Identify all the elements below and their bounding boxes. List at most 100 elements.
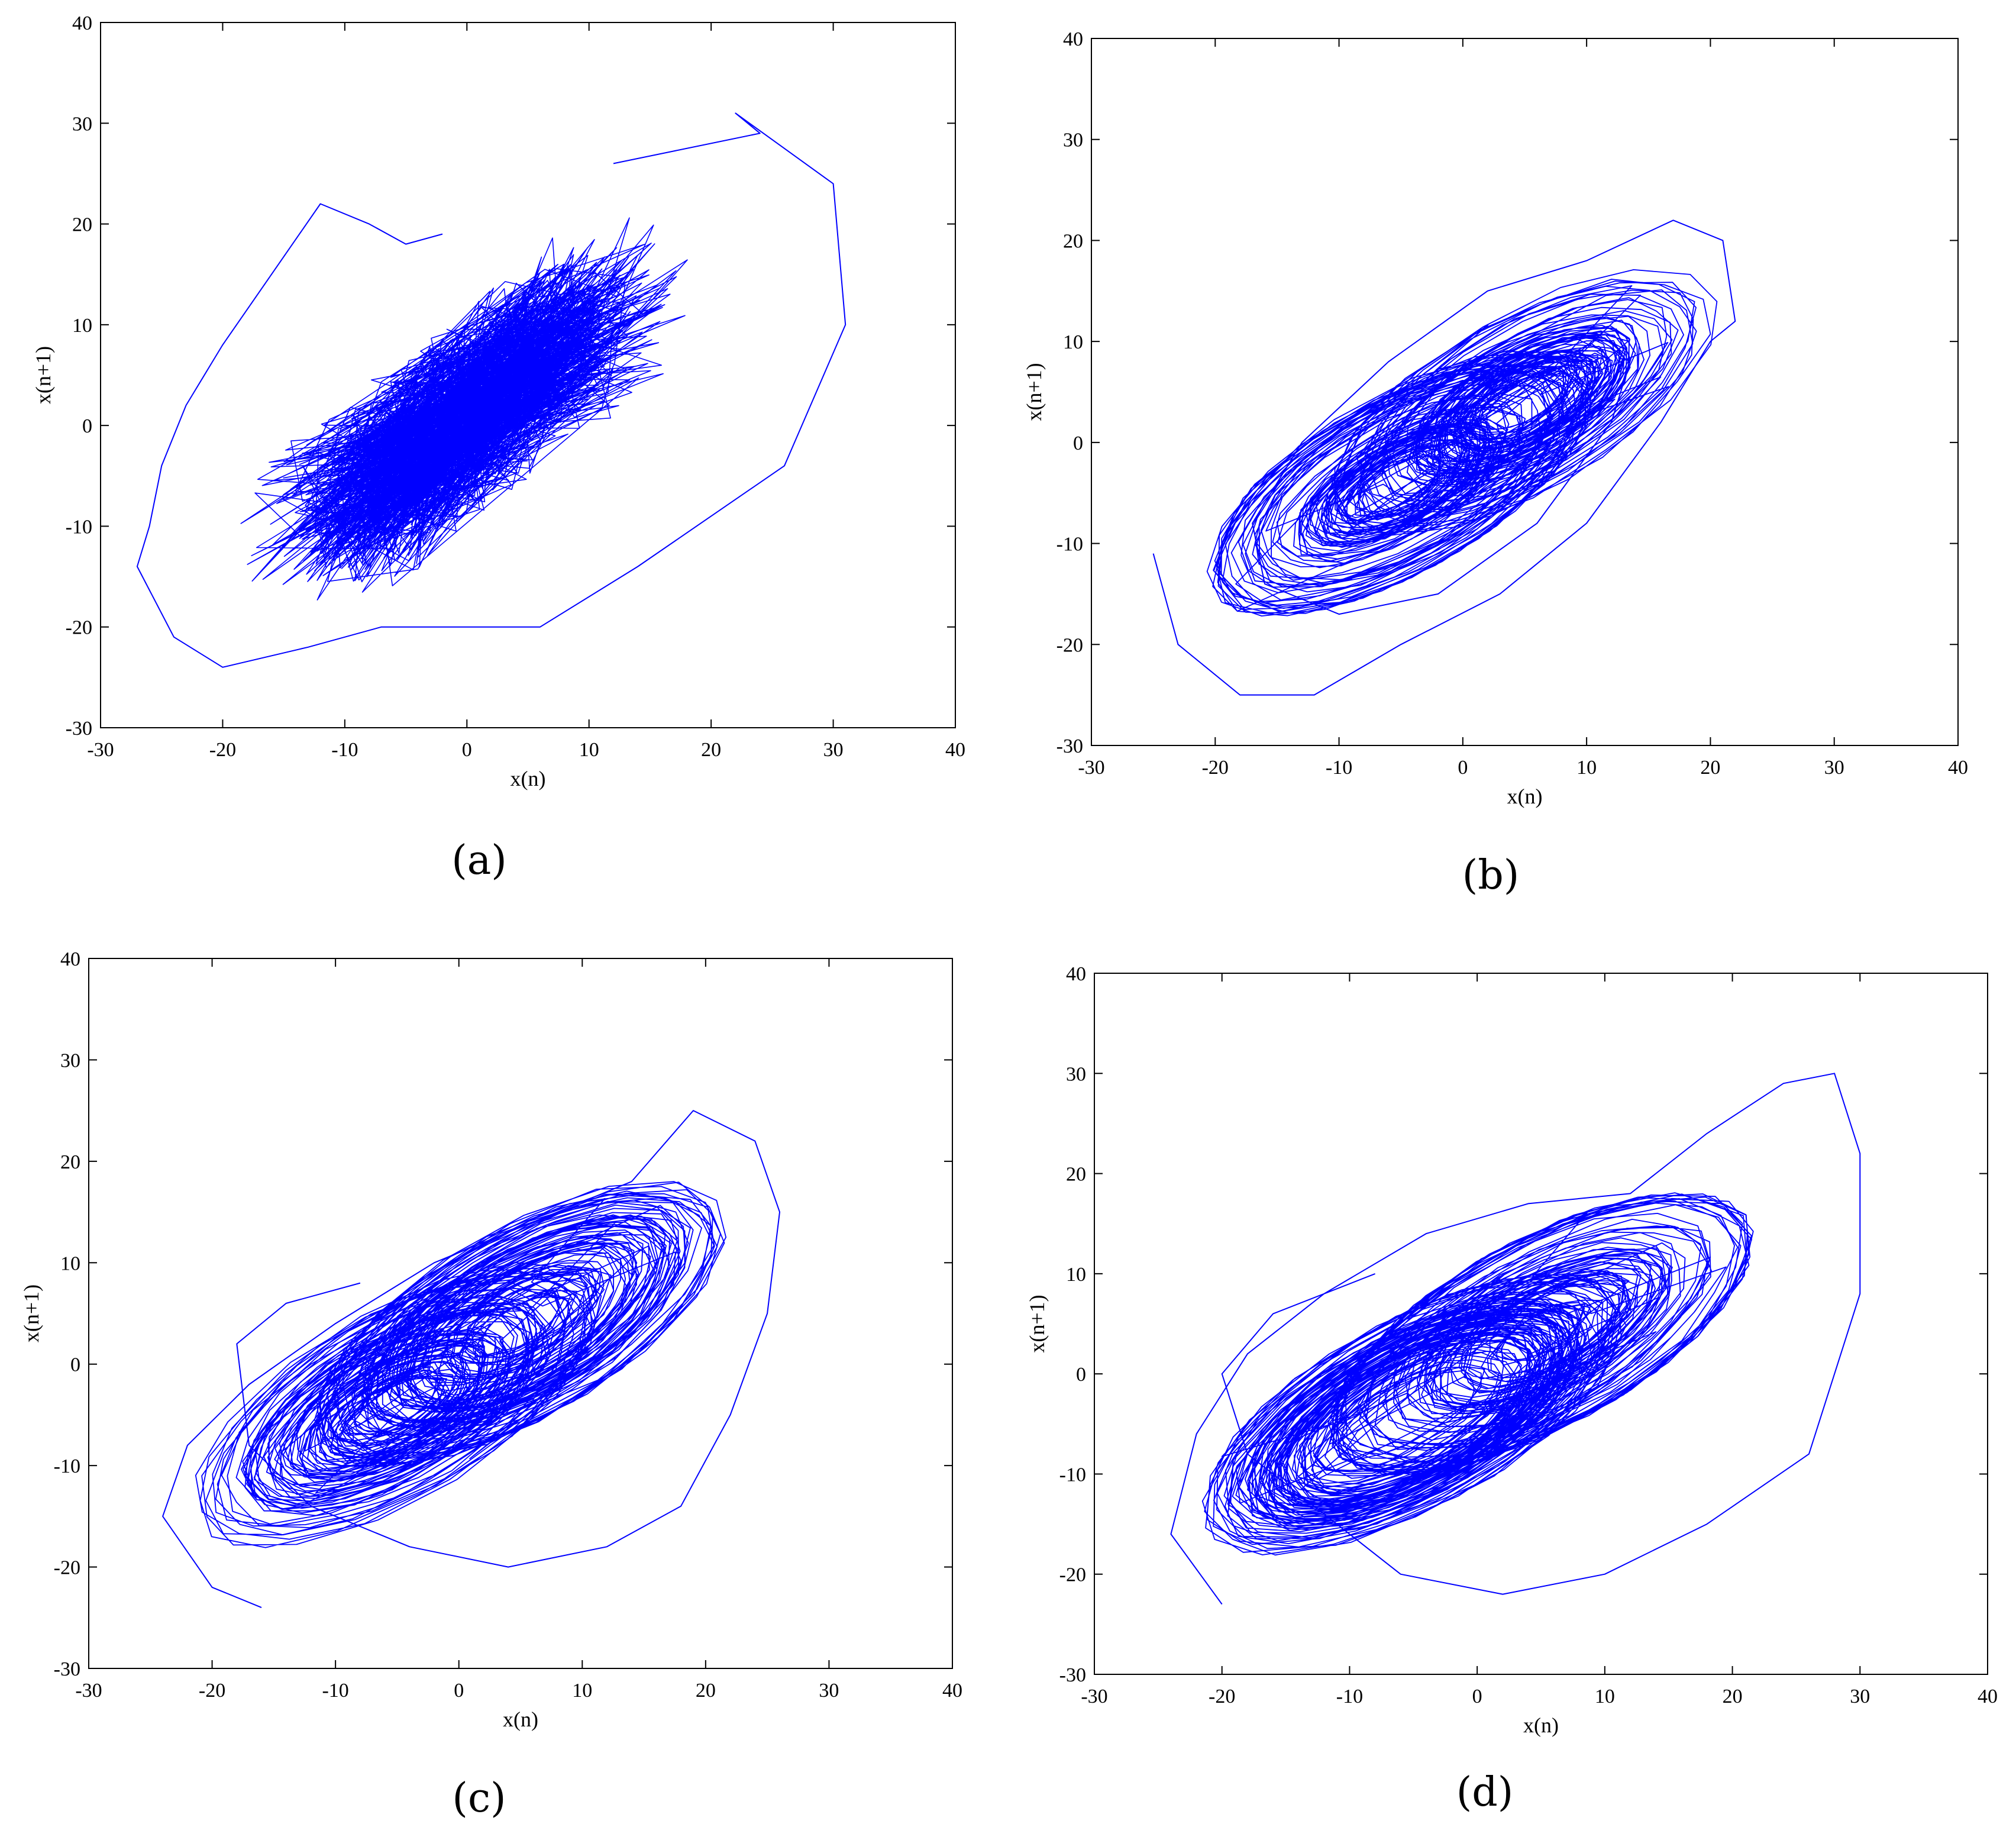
x-tick-label: 30	[1850, 1686, 1870, 1707]
x-axis-label: x(n)	[1523, 1713, 1559, 1737]
x-tick-label: 30	[823, 739, 844, 761]
y-tick-label: 10	[60, 1253, 80, 1274]
plot-frame	[100, 22, 956, 728]
y-tick-label: -20	[1057, 634, 1083, 656]
x-tick-label: 40	[945, 739, 965, 761]
x-tick-label: 0	[1458, 757, 1468, 779]
y-tick-label: 20	[1063, 230, 1083, 252]
x-tick-label: 40	[1948, 757, 1968, 779]
x-tick-label: 20	[1700, 757, 1720, 779]
x-tick-label: 30	[819, 1680, 839, 1702]
caption-b: (b)	[1462, 852, 1520, 899]
trajectory-outer	[1170, 1073, 1861, 1605]
y-tick-label: 0	[1073, 432, 1083, 454]
chart-panel-c: -30 -20 -10 0 10 20 30 40 -30 -20 -10 0 10 20 30 40 x(n)…	[18, 947, 976, 1739]
trajectory-outer	[162, 1110, 780, 1609]
y-tick-label: 40	[1066, 963, 1086, 985]
x-tick-label: -20	[1209, 1686, 1235, 1707]
trajectory-dense	[1201, 1192, 1754, 1556]
y-tick-label: -10	[1059, 1464, 1086, 1486]
y-axis-label: x(n+1)	[1022, 363, 1046, 421]
x-tick-label: -30	[1081, 1686, 1107, 1707]
y-tick-label: 10	[1063, 331, 1083, 353]
y-tick-label: -10	[66, 516, 92, 538]
chart-panel-a: -30 -20 -10 0 10 20 30 40 -30 -20 -10 0 10 20 30 40 x(n)…	[30, 12, 965, 793]
trajectory-outer	[1152, 219, 1736, 696]
x-tick-label: 40	[942, 1680, 962, 1702]
x-tick-label: 0	[462, 739, 472, 761]
x-axis-label: x(n)	[511, 767, 546, 790]
trajectory-outer	[136, 112, 847, 668]
y-axis-label: x(n+1)	[31, 346, 55, 404]
y-tick-label: -20	[54, 1557, 80, 1579]
x-tick-label: -20	[1202, 757, 1229, 779]
chart-panel-d: -30 -20 -10 0 10 20 30 40 -30 -20 -10 0 10 20 30 40 x(n)…	[1025, 958, 1999, 1745]
y-tick-label: 30	[1066, 1063, 1086, 1085]
x-tick-label: 10	[579, 739, 599, 761]
y-tick-label: 20	[60, 1151, 80, 1173]
x-tick-label: 20	[701, 739, 721, 761]
y-tick-label: -20	[1059, 1564, 1086, 1586]
x-tick-label: 10	[572, 1680, 592, 1702]
chart-c-svg: -30 -20 -10 0 10 20 30 40 -30 -20 -10 0 10 20 30 40 x(n)…	[20, 948, 962, 1731]
y-tick-label: 0	[70, 1354, 80, 1376]
x-tick-label: -30	[1078, 757, 1104, 779]
y-tick-label: 0	[82, 415, 92, 437]
y-tick-label: 30	[72, 113, 92, 135]
y-tick-label: 0	[1076, 1364, 1086, 1386]
chart-panel-b: -30 -20 -10 0 10 20 30 40 -30 -20 -10 0 10 20 30 40 x(n)…	[1022, 24, 1976, 816]
x-tick-label: 20	[1723, 1686, 1743, 1707]
x-tick-label: 40	[1978, 1686, 1998, 1707]
x-tick-label: -10	[331, 739, 358, 761]
y-tick-label: 30	[1063, 130, 1083, 151]
x-tick-label: 0	[1472, 1686, 1482, 1707]
trajectory-dense	[1206, 269, 1718, 616]
plot-frame	[1091, 38, 1959, 746]
plot-frame	[1094, 973, 1988, 1675]
y-tick-label: -30	[54, 1658, 80, 1680]
x-tick-label: 10	[1595, 1686, 1615, 1707]
y-axis-label: x(n+1)	[20, 1284, 43, 1342]
x-tick-label: 10	[1576, 757, 1597, 779]
y-tick-label: 10	[1066, 1264, 1086, 1286]
trajectory-dense	[195, 1181, 727, 1548]
series-group	[1170, 1073, 1861, 1605]
y-tick-label: 30	[60, 1050, 80, 1071]
y-tick-label: 40	[60, 948, 80, 970]
x-tick-label: 20	[696, 1680, 716, 1702]
y-tick-label: -30	[66, 718, 92, 740]
plot-frame	[88, 958, 953, 1669]
caption-c: (c)	[452, 1775, 506, 1822]
y-tick-label: 20	[72, 214, 92, 236]
y-axis-label: x(n+1)	[1025, 1295, 1049, 1352]
y-tick-label: 40	[1063, 28, 1083, 50]
caption-a: (a)	[451, 837, 507, 884]
y-tick-label: 20	[1066, 1164, 1086, 1186]
series-group	[162, 1110, 780, 1609]
y-tick-label: -30	[1059, 1664, 1086, 1686]
x-axis-label: x(n)	[503, 1707, 538, 1731]
chart-b-svg: -30 -20 -10 0 10 20 30 40 -30 -20 -10 0 10 20 30 40 x(n)…	[1022, 28, 1968, 808]
chart-a-svg: -30 -20 -10 0 10 20 30 40 -30 -20 -10 0 10 20 30 40 x(n)…	[31, 12, 965, 790]
trajectory-dense	[240, 217, 688, 601]
x-tick-label: -30	[87, 739, 114, 761]
series-group	[1152, 219, 1736, 696]
x-axis-label: x(n)	[1507, 785, 1543, 808]
x-tick-label: -20	[209, 739, 236, 761]
y-tick-label: -10	[1057, 534, 1083, 556]
caption-d: (d)	[1456, 1769, 1514, 1816]
x-tick-label: 30	[1824, 757, 1844, 779]
x-tick-label: 0	[454, 1680, 464, 1702]
x-tick-label: -10	[322, 1680, 348, 1702]
x-tick-label: -30	[75, 1680, 102, 1702]
y-tick-label: -30	[1057, 735, 1083, 757]
series-group	[136, 112, 847, 668]
x-tick-label: -10	[1326, 757, 1352, 779]
x-tick-label: -20	[199, 1680, 225, 1702]
y-tick-label: -10	[54, 1455, 80, 1477]
y-tick-label: -20	[66, 617, 92, 639]
y-tick-label: 40	[72, 12, 92, 34]
chart-d-svg: -30 -20 -10 0 10 20 30 40 -30 -20 -10 0 10 20 30 40 x(n)…	[1025, 963, 1998, 1737]
x-tick-label: -10	[1336, 1686, 1363, 1707]
y-tick-label: 10	[72, 315, 92, 337]
